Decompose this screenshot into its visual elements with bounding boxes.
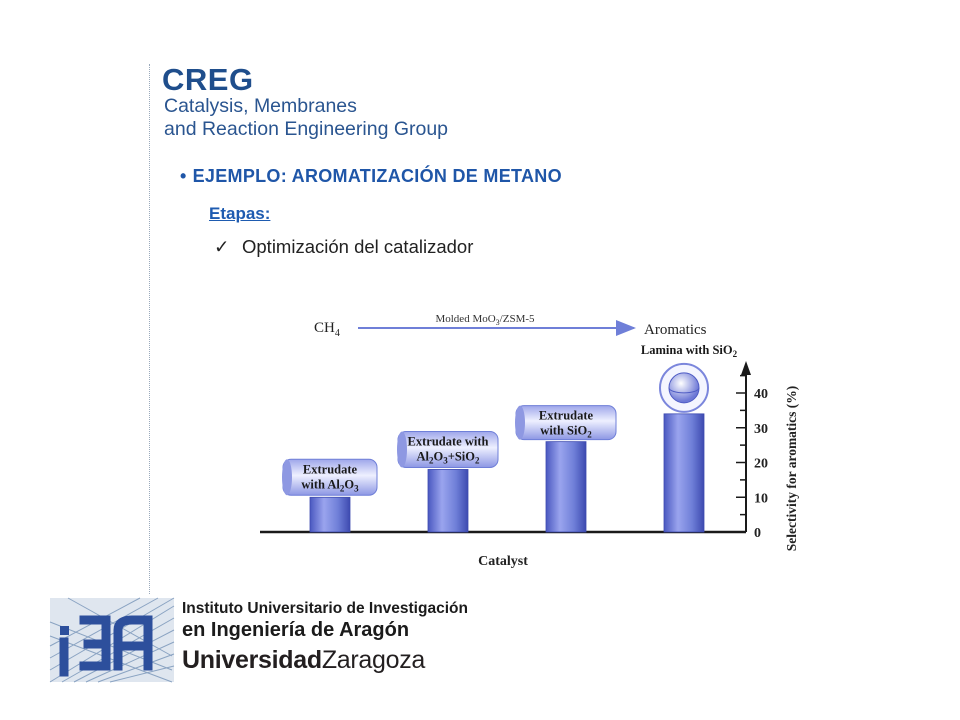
checkmark-icon: ✓ [214, 236, 230, 257]
university-city: Zaragoza [321, 646, 426, 674]
creg-logo-title: CREG [162, 62, 254, 97]
institute-name-line2: en Ingeniería de Aragón [182, 619, 410, 641]
university-name: UniversidadZaragoza [182, 646, 425, 675]
catalyst-label-text: Extrudate [539, 409, 594, 423]
catalyst-label-text: Extrudate [303, 462, 358, 476]
catalyst-label-text: with SiO2 [540, 424, 592, 440]
creg-subtitle-line1: Catalysis, Membranes [164, 95, 357, 117]
y-tick-label: 40 [754, 387, 768, 402]
catalyst-label-cap [515, 405, 525, 440]
lamina-equator-icon [668, 387, 700, 394]
i3a-logo [49, 597, 175, 683]
y-tick-label: 20 [754, 457, 768, 472]
bar [663, 413, 705, 533]
reactant-label: CH4 [314, 320, 340, 339]
bar [309, 496, 351, 533]
y-tick-label: 30 [754, 422, 768, 437]
selectivity-chart: CH4 Molded MoO3/ZSM-5 Aromatics 0 10 20 30 4… [260, 313, 799, 569]
x-axis-label: Catalyst [478, 554, 528, 569]
bar [427, 469, 469, 533]
y-axis-arrow-icon [741, 361, 751, 375]
reaction-catalyst-label: Molded MoO3/ZSM-5 [435, 313, 535, 327]
institute-name-line1: Instituto Universitario de Investigación [182, 600, 468, 617]
creg-subtitle-line2: and Reaction Engineering Group [164, 118, 449, 140]
logo-background [50, 598, 174, 682]
catalyst-label-text: with Al2O3 [301, 477, 359, 493]
checklist-item: ✓ Optimización del catalizador [214, 236, 473, 258]
heading-text: EJEMPLO: AROMATIZACIÓN DE METANO [192, 166, 562, 186]
subheading: Etapas: [209, 204, 271, 223]
checklist-item-text: Optimización del catalizador [242, 236, 474, 257]
university-bold: Universidad [182, 646, 322, 674]
y-tick-label: 0 [754, 526, 761, 541]
catalyst-label-text: Al2O3+SiO2 [416, 449, 480, 465]
reactant-ch: CH [314, 320, 335, 336]
lamina-label: Lamina with SiO2 [641, 343, 738, 359]
slide-heading: • EJEMPLO: AROMATIZACIÓN DE METANO [180, 166, 562, 187]
logo-i-dot [60, 626, 69, 635]
product-label: Aromatics [644, 322, 707, 338]
catalyst-label-cap [397, 431, 407, 468]
catalyst-label-cap [282, 459, 292, 496]
catalyst-label-text: Extrudate with [408, 434, 489, 448]
bar [545, 441, 587, 533]
lamina-core-icon [668, 372, 700, 404]
logo-i3a-mark [59, 615, 153, 677]
vertical-divider [149, 64, 150, 594]
bullet-icon: • [180, 166, 187, 186]
y-tick-label: 10 [754, 491, 768, 506]
y-axis-label: Selectivity for aromatics (%) [784, 386, 799, 552]
reactant-sub: 4 [335, 328, 340, 339]
